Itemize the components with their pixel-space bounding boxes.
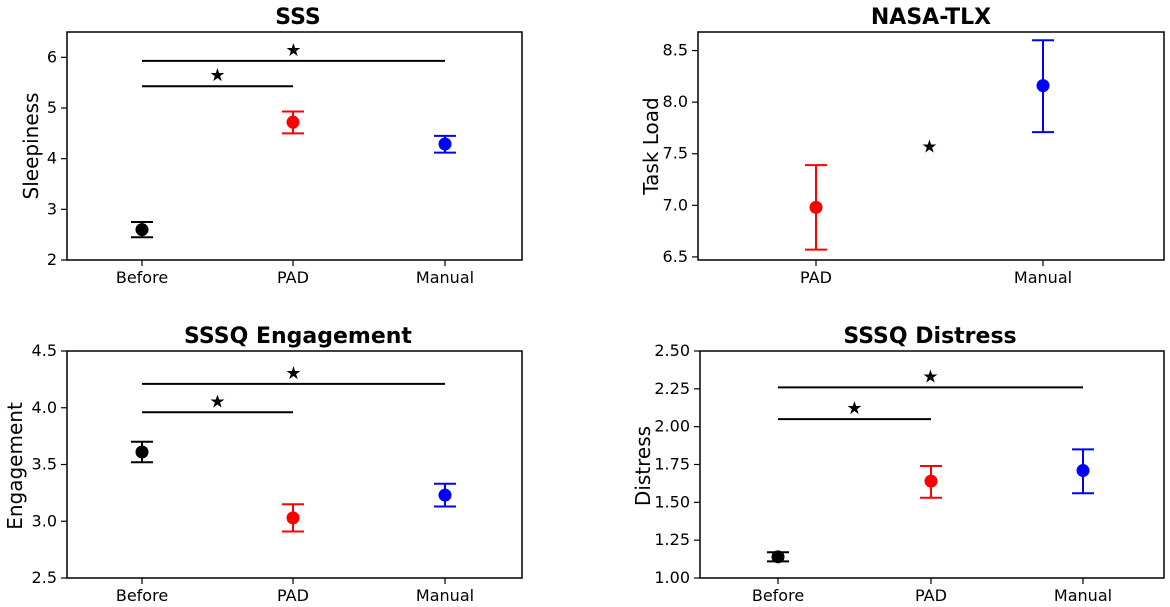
significance-star: ★ [209,391,225,412]
panel-title: SSSQ Distress [843,324,1016,349]
mean-point [771,550,785,564]
plot-frame [66,350,523,579]
y-tick-label: 2.00 [654,417,690,436]
x-tick-label: PAD [277,268,309,287]
y-axis-label: Sleepiness [19,93,43,200]
x-tick-label: Before [116,268,168,287]
panel-sssq-distress: SSSQ Distress Distress 1.00 1.25 1.50 1.75 2… [631,324,1165,605]
y-tick-label: 2.25 [654,379,690,398]
y-tick-label: 1.00 [654,568,690,587]
x-tick-label: Manual [416,268,474,287]
mean-point [1036,79,1050,93]
y-tick-label: 2.50 [654,341,690,360]
y-tick-label: 1.25 [654,530,690,549]
y-tick-label: 3.0 [32,511,57,530]
x-tick-label: Manual [416,586,474,605]
y-tick-label: 6.5 [663,247,688,266]
y-tick-label: 7.5 [663,144,688,163]
x-tick-label: Before [752,586,804,605]
panel-title: SSSQ Engagement [184,324,412,349]
panel-nasa-tlx: NASA-TLX Task Load 6.5 7.0 7.5 8.0 8.5 PAD Man… [639,5,1165,287]
mean-point [438,137,452,151]
panel-sss: SSS Sleepiness 2 3 4 5 6 Before PAD Manual ★ ★ [19,5,523,287]
x-tick-label: PAD [277,586,309,605]
mean-point [135,223,149,237]
plot-frame [66,31,523,261]
mean-point [924,474,938,488]
y-tick-label: 2.5 [32,568,57,587]
x-tick-label: PAD [915,586,947,605]
mean-point [1076,464,1090,478]
plot-frame [697,31,1165,261]
mean-point [286,115,300,129]
y-tick-label: 3.5 [32,455,57,474]
y-tick-label: 8.5 [663,41,688,60]
mean-point [135,445,149,459]
y-tick-label: 2 [47,250,57,269]
y-axis-label: Task Load [639,97,663,196]
significance-star: ★ [921,137,937,158]
panel-title: NASA-TLX [871,5,991,30]
significance-star: ★ [285,363,301,384]
x-tick-label: PAD [800,268,832,287]
panel-sssq-engagement: SSSQ Engagement Engagement 2.5 3.0 3.5 4.0 4… [3,324,523,605]
x-tick-label: Before [116,586,168,605]
mean-point [286,511,300,525]
y-tick-label: 1.50 [654,492,690,511]
y-tick-label: 7.0 [663,195,688,214]
significance-star: ★ [209,65,225,86]
y-tick-label: 4 [47,149,57,168]
y-axis-label: Engagement [3,402,27,530]
x-tick-label: Manual [1014,268,1072,287]
y-tick-label: 6 [47,47,57,66]
mean-point [438,488,452,502]
significance-star: ★ [285,40,301,61]
y-tick-label: 4.5 [32,341,57,360]
y-axis-label: Distress [631,426,655,506]
significance-star: ★ [846,398,862,419]
y-tick-label: 3 [47,199,57,218]
y-tick-label: 8.0 [663,92,688,111]
significance-star: ★ [922,366,938,387]
y-tick-label: 5 [47,98,57,117]
y-tick-label: 4.0 [32,398,57,417]
mean-point [809,200,823,214]
x-tick-label: Manual [1054,586,1112,605]
panel-title: SSS [275,5,321,30]
y-tick-label: 1.75 [654,455,690,474]
